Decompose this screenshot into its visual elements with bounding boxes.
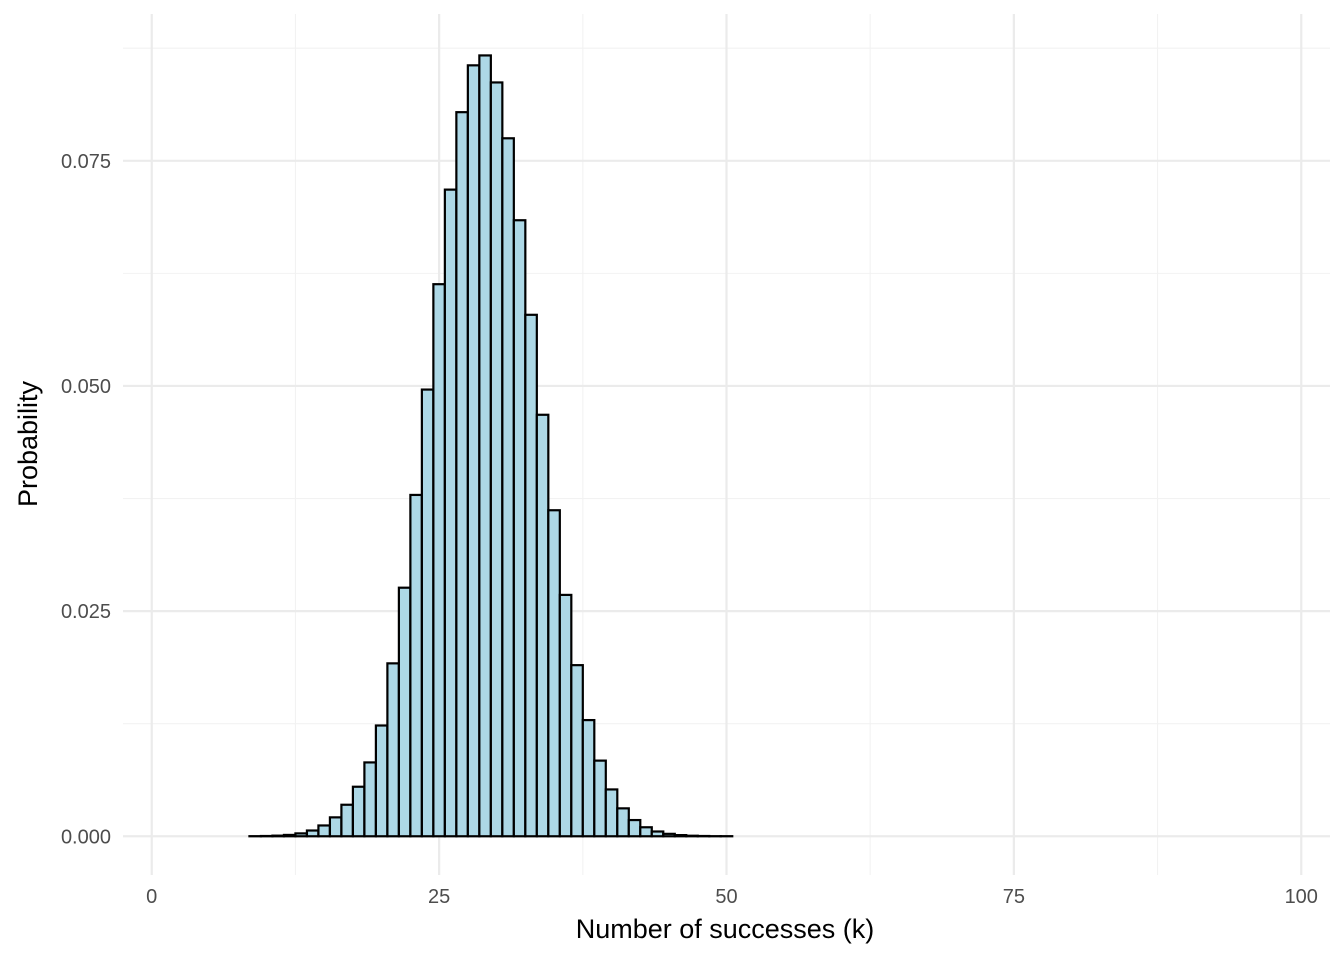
bar-k-35: [547, 509, 561, 838]
bar-k-46: [673, 834, 688, 838]
bar-k-22: [397, 586, 412, 838]
bar-k-38: [581, 718, 596, 838]
bar-k-34: [535, 413, 550, 838]
y-tick-label: 0.000: [61, 826, 111, 848]
bar-k-12: [282, 833, 297, 838]
bar-k-14: [305, 829, 320, 838]
bar-k-18: [351, 785, 366, 838]
y-tick-label: 0.050: [61, 376, 111, 398]
x-tick-label: 25: [428, 886, 450, 908]
bar-k-41: [616, 807, 630, 838]
bar-k-32: [512, 219, 527, 838]
x-tick-label: 75: [1003, 886, 1025, 908]
bar-k-37: [570, 664, 584, 838]
bar-k-47: [685, 834, 699, 838]
axis-layer: 0 25 50 75 100 0.000 0.025 0.050 0.075: [61, 151, 1318, 908]
y-axis-title: Probability: [13, 380, 43, 507]
bar-k-31: [501, 137, 515, 838]
bar-k-27: [455, 111, 469, 838]
bar-k-30: [489, 81, 504, 838]
bar-k-11: [271, 834, 286, 838]
bar-k-20: [374, 724, 389, 838]
bar-k-24: [420, 388, 435, 838]
bar-k-25: [432, 283, 446, 838]
y-tick-label: 0.075: [61, 151, 111, 173]
bar-k-39: [593, 759, 607, 838]
bar-k-28: [466, 64, 481, 838]
x-tick-label: 50: [715, 886, 737, 908]
x-tick-label: 0: [146, 886, 157, 908]
bar-k-15: [317, 824, 332, 838]
x-axis-title: Number of successes (k): [576, 914, 875, 944]
bar-k-40: [604, 788, 619, 838]
bar-k-29: [478, 54, 492, 838]
y-tick-label: 0.025: [61, 601, 111, 623]
bar-k-26: [443, 188, 458, 838]
x-tick-label: 100: [1285, 886, 1318, 908]
bar-k-33: [524, 313, 538, 838]
bar-k-17: [340, 803, 355, 838]
bar-k-16: [328, 816, 343, 838]
bar-k-23: [409, 493, 423, 838]
bar-k-36: [558, 593, 573, 838]
bar-k-21: [386, 662, 400, 838]
bar-k-42: [627, 818, 642, 838]
bar-k-44: [650, 830, 665, 838]
grid-layer: [123, 14, 1330, 875]
bar-k-45: [662, 832, 676, 838]
bar-k-43: [639, 826, 653, 838]
bar-k-13: [294, 832, 309, 838]
bar-layer: [248, 54, 734, 838]
bar-k-19: [363, 761, 377, 838]
